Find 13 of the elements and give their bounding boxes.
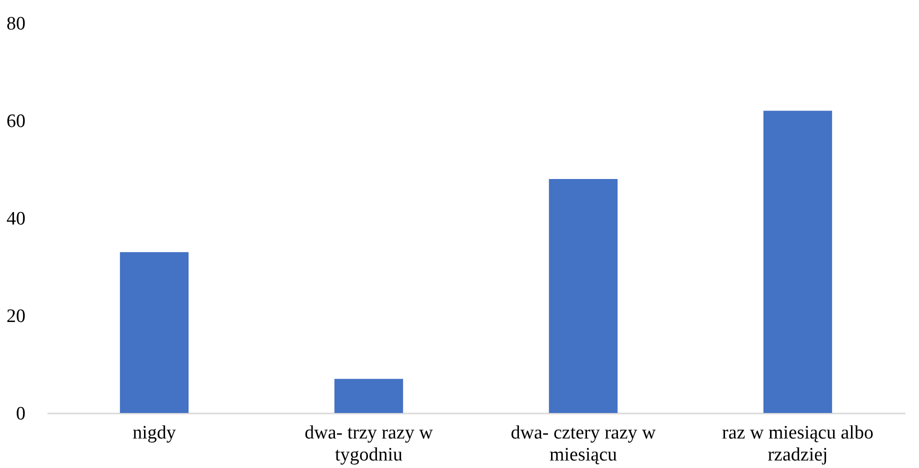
bar: [763, 110, 832, 413]
x-tick-label: dwa- trzy razy w tygodniu: [304, 422, 434, 466]
y-tick-label: 60: [6, 111, 26, 132]
bar: [334, 378, 404, 413]
y-tick-label: 20: [6, 306, 26, 327]
bar: [120, 252, 189, 413]
y-tick-label: 40: [6, 208, 26, 230]
y-tick-label: 80: [6, 14, 26, 34]
y-tick-label: 0: [16, 404, 26, 424]
x-tick-label: raz w miesiącu albo rzadziej: [722, 422, 874, 466]
bar: [548, 179, 618, 413]
x-tick-label: dwa- cztery razy w miesiącu: [510, 422, 656, 466]
x-tick-label: nigdy: [132, 422, 176, 444]
